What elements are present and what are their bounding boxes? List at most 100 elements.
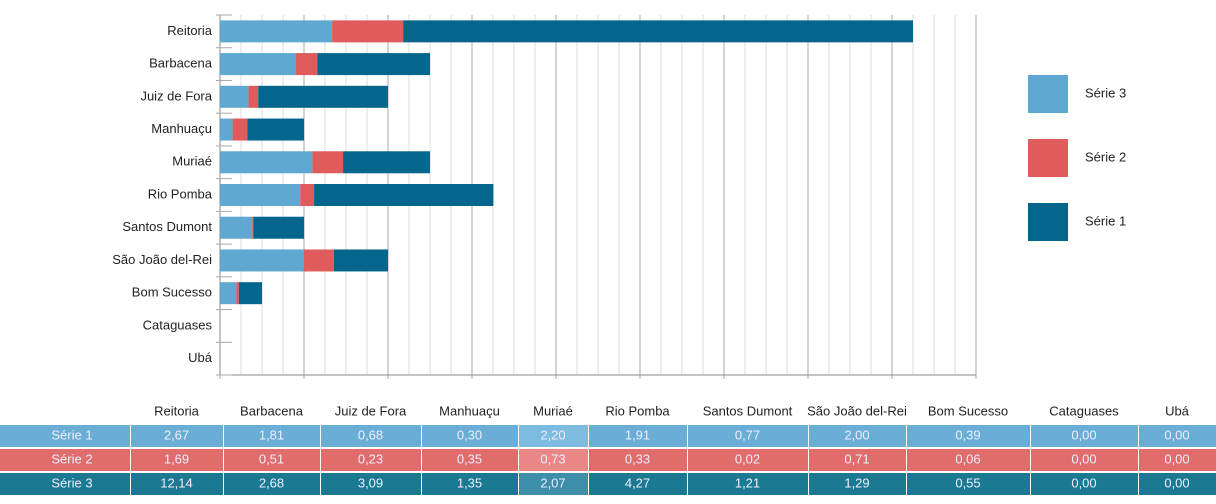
bar-segment bbox=[253, 216, 304, 239]
bar-segment bbox=[312, 151, 344, 174]
legend-label: Série 3 bbox=[1085, 85, 1126, 100]
table-cell bbox=[589, 425, 687, 447]
table-cell bbox=[589, 473, 687, 495]
table-cell bbox=[907, 473, 1030, 495]
bar-segment bbox=[343, 151, 430, 174]
y-tick-label: Santos Dumont bbox=[122, 219, 212, 234]
bar-segment bbox=[300, 184, 315, 206]
y-tick-label: Ubá bbox=[188, 350, 213, 365]
bar-segment bbox=[403, 20, 913, 43]
bar-segment bbox=[332, 20, 404, 43]
table-cell bbox=[1139, 449, 1216, 471]
table-row-header bbox=[0, 473, 130, 495]
table-cell-text: 0,00 bbox=[1071, 451, 1096, 466]
table-cell-text: 0,30 bbox=[457, 427, 482, 442]
table-cell-text: 12,14 bbox=[160, 475, 193, 490]
table-header: Muriaé bbox=[533, 403, 573, 418]
bar-segment bbox=[248, 85, 259, 108]
table-cell-text: 0,00 bbox=[1164, 475, 1189, 490]
table-cell bbox=[321, 425, 421, 447]
table-cell-text: 0,77 bbox=[735, 427, 760, 442]
y-tick-label: São João del-Rei bbox=[112, 252, 212, 267]
table-row-header bbox=[0, 449, 130, 471]
y-tick-label: Cataguases bbox=[143, 317, 213, 332]
bar-segment bbox=[220, 184, 301, 206]
table-cell bbox=[131, 449, 223, 471]
table-cell-text: 0,33 bbox=[625, 451, 650, 466]
table-cell-text: 0,23 bbox=[358, 451, 383, 466]
legend-swatch bbox=[1028, 203, 1068, 241]
table-cell bbox=[131, 473, 223, 495]
table-cell-text: 1,69 bbox=[164, 451, 189, 466]
table-cell-text: 1,35 bbox=[457, 475, 482, 490]
bar-segment bbox=[220, 53, 297, 76]
table-cell bbox=[224, 449, 320, 471]
table-row-label: Série 1 bbox=[51, 427, 92, 442]
table-cell-text: 4,27 bbox=[625, 475, 650, 490]
bar-segment bbox=[232, 118, 248, 141]
y-tick-label: Reitoria bbox=[167, 23, 213, 38]
y-tick-label: Barbacena bbox=[149, 56, 213, 71]
legend-label: Série 2 bbox=[1085, 149, 1126, 164]
table-cell-text: 0,73 bbox=[540, 451, 565, 466]
table-header: Barbacena bbox=[240, 403, 304, 418]
table-cell bbox=[519, 425, 588, 447]
bar-segment bbox=[220, 151, 313, 174]
bar-segment bbox=[252, 216, 254, 239]
bar-segment bbox=[220, 118, 233, 141]
bar-segment bbox=[220, 216, 253, 239]
table-cell-text: 1,21 bbox=[735, 475, 760, 490]
y-tick-label: Juiz de Fora bbox=[140, 88, 212, 103]
table-cell bbox=[907, 425, 1030, 447]
y-tick-label: Bom Sucesso bbox=[132, 285, 212, 300]
bar-segment bbox=[317, 53, 430, 76]
table-cell-text: 2,67 bbox=[164, 427, 189, 442]
y-tick-label: Rio Pomba bbox=[148, 186, 213, 201]
table-cell-text: 0,68 bbox=[358, 427, 383, 442]
table-cell bbox=[688, 425, 808, 447]
table-header: Santos Dumont bbox=[703, 403, 793, 418]
bar-segment bbox=[258, 85, 388, 108]
table-cell-text: 1,91 bbox=[625, 427, 650, 442]
table-cell bbox=[131, 425, 223, 447]
table-cell-text: 3,09 bbox=[358, 475, 383, 490]
table-cell-text: 2,00 bbox=[844, 427, 869, 442]
legend-swatch bbox=[1028, 75, 1068, 113]
table-cell-text: 0,00 bbox=[1071, 475, 1096, 490]
y-tick-label: Muriaé bbox=[172, 154, 212, 169]
table-cell-text: 0,00 bbox=[1164, 451, 1189, 466]
table-cell-text: 0,00 bbox=[1164, 427, 1189, 442]
table-row-header bbox=[0, 425, 130, 447]
y-tick-label: Manhuaçu bbox=[151, 121, 212, 136]
table-cell-text: 0,00 bbox=[1071, 427, 1096, 442]
table-cell-text: 1,29 bbox=[844, 475, 869, 490]
table-cell-text: 0,55 bbox=[955, 475, 980, 490]
bar-segment bbox=[314, 184, 494, 206]
bar-segment bbox=[296, 53, 318, 76]
table-cell bbox=[224, 425, 320, 447]
table-cell bbox=[519, 473, 588, 495]
table-cell bbox=[809, 449, 906, 471]
table-cell bbox=[688, 449, 808, 471]
table-cell bbox=[809, 425, 906, 447]
bar-segment bbox=[220, 20, 333, 43]
bar-segment bbox=[220, 282, 237, 305]
table-cell-text: 0,39 bbox=[955, 427, 980, 442]
table-header: Ubá bbox=[1165, 403, 1190, 418]
table-row-label: Série 2 bbox=[51, 451, 92, 466]
table-cell-text: 0,71 bbox=[844, 451, 869, 466]
bar-segment bbox=[236, 282, 239, 305]
table-header: Bom Sucesso bbox=[928, 403, 1008, 418]
table-cell-text: 0,06 bbox=[955, 451, 980, 466]
table-cell-text: 2,68 bbox=[259, 475, 284, 490]
bar-segment bbox=[220, 249, 304, 272]
table-cell-text: 0,02 bbox=[735, 451, 760, 466]
table-cell bbox=[422, 425, 518, 447]
table-cell bbox=[519, 449, 588, 471]
table-cell-text: 1,81 bbox=[259, 427, 284, 442]
table-cell bbox=[1139, 473, 1216, 495]
table-cell bbox=[1031, 449, 1138, 471]
table-cell-text: 0,35 bbox=[457, 451, 482, 466]
table-cell-text: 2,07 bbox=[540, 475, 565, 490]
